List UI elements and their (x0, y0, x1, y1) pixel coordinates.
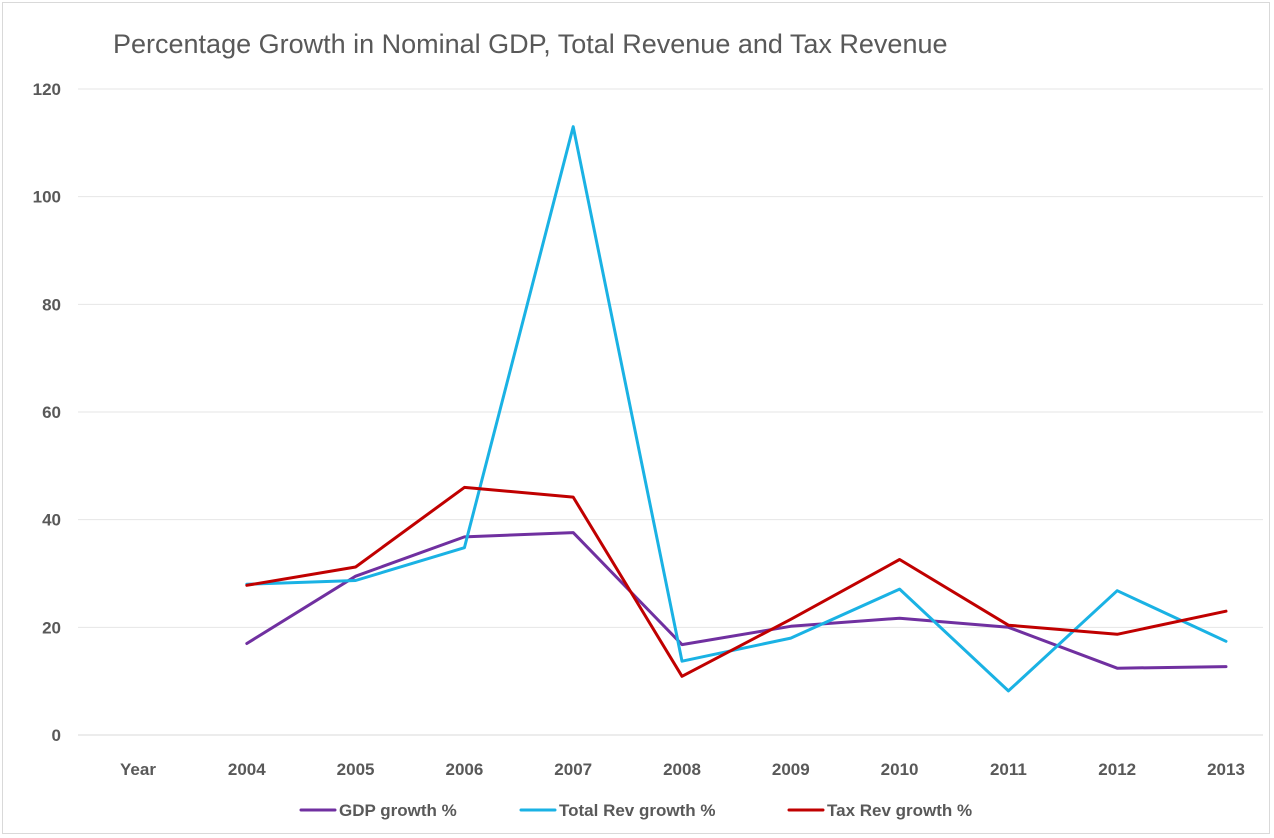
y-tick-label: 60 (42, 403, 61, 422)
y-tick-label: 80 (42, 295, 61, 314)
legend: GDP growth % Total Rev growth % Tax Rev gr… (299, 801, 972, 820)
x-tick-label: 2008 (663, 760, 701, 779)
y-tick-label: 40 (42, 511, 61, 530)
y-tick-label: 20 (42, 618, 61, 637)
y-tick-label: 120 (33, 80, 61, 99)
legend-label: GDP growth % (339, 801, 457, 820)
x-tick-label: 2004 (228, 760, 266, 779)
x-axis-ticks: Year 2004 2005 2006 2007 2008 2009 2010 2011 2012… (120, 760, 1245, 779)
series-line-total-rev-growth (245, 125, 1228, 693)
x-tick-label: Year (120, 760, 156, 779)
legend-label: Total Rev growth % (559, 801, 715, 820)
line-chart: Percentage Growth in Nominal GDP, Total … (33, 29, 1263, 820)
x-tick-label: 2012 (1098, 760, 1136, 779)
x-tick-label: 2009 (772, 760, 810, 779)
series-line-gdp-growth (245, 531, 1228, 670)
x-tick-label: 2013 (1207, 760, 1245, 779)
x-tick-label: 2005 (337, 760, 375, 779)
x-tick-label: 2011 (990, 760, 1027, 779)
chart-title: Percentage Growth in Nominal GDP, Total … (113, 29, 948, 59)
y-tick-label: 100 (33, 188, 61, 207)
series-line-tax-rev-growth (245, 485, 1228, 678)
legend-label: Tax Rev growth % (827, 801, 972, 820)
series-lines (245, 125, 1228, 693)
x-tick-label: 2010 (881, 760, 919, 779)
x-tick-label: 2006 (445, 760, 483, 779)
x-tick-label: 2007 (554, 760, 592, 779)
y-tick-label: 0 (52, 726, 61, 745)
y-axis-ticks: 0 20 40 60 80 100 120 (33, 80, 61, 745)
